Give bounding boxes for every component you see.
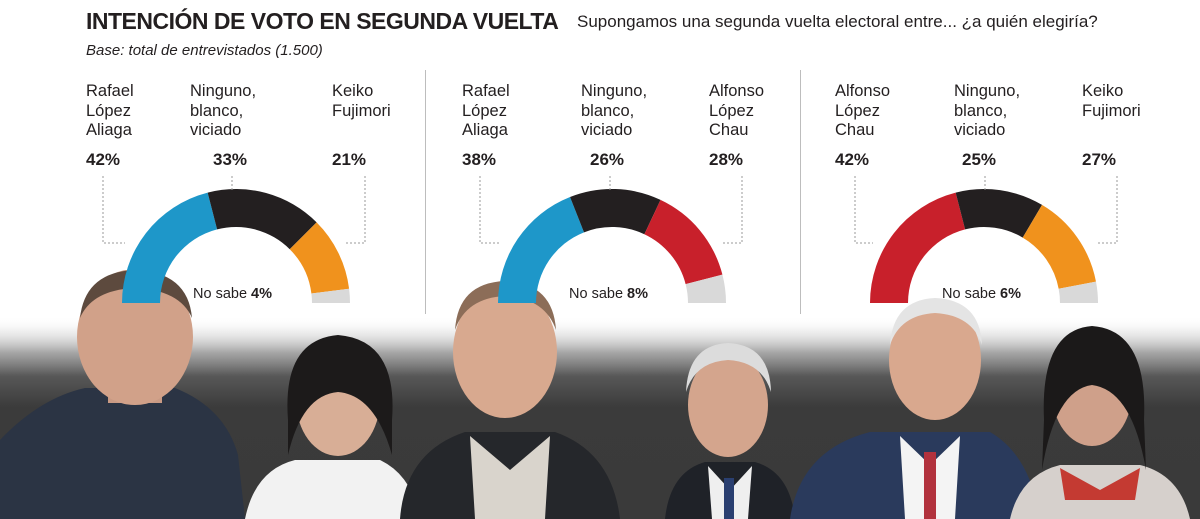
- panel1-label-2: Ninguno, blanco, viciado: [190, 82, 257, 139]
- panel2-gauge-segment-4: [685, 274, 726, 303]
- panel1-gauge-segment-1: [122, 192, 218, 303]
- panel3-gauge-segment-2: [955, 188, 1043, 238]
- panel2-value-2: 26%: [590, 150, 625, 169]
- panel1-label-3: Keiko Fujimori: [332, 82, 391, 120]
- panel1-gauge-segment-3: [289, 222, 350, 294]
- panel2-gauge-segment-3: [644, 199, 723, 285]
- candidate-photo: [245, 335, 420, 519]
- panel3-value-1: 42%: [835, 150, 870, 169]
- panel3-no-sabe-label: No sabe 6%: [942, 286, 1022, 302]
- candidate-photo: [790, 298, 1040, 519]
- panel-divider: [800, 70, 801, 314]
- panel1-value-3: 21%: [332, 150, 367, 169]
- panel1-gauge-segment-2: [207, 188, 317, 250]
- panel1-no-sabe-label: No sabe 4%: [193, 286, 273, 302]
- candidate-photos: [0, 270, 1190, 519]
- panel3-leader-line-3: [1097, 176, 1118, 244]
- panel2-leader-line-1: [479, 176, 500, 244]
- panel3-gauge-segment-1: [870, 192, 966, 303]
- panel3-label-3: Keiko Fujimori: [1082, 82, 1141, 120]
- panel2-value-3: 28%: [709, 150, 744, 169]
- sample-base-note: Base: total de entrevistados (1.500): [86, 42, 323, 59]
- panel-divider: [425, 70, 426, 314]
- panel1-value-1: 42%: [86, 150, 121, 169]
- panel2-no-sabe-label: No sabe 8%: [569, 286, 649, 302]
- panel2-label-1: Rafael López Aliaga: [462, 82, 510, 139]
- survey-question: Supongamos una segunda vuelta electoral …: [577, 12, 1098, 31]
- panel3-value-4: 6%: [1000, 286, 1022, 302]
- panel1-value-4: 4%: [251, 286, 273, 302]
- panel2-value-1: 38%: [462, 150, 497, 169]
- panel3-label-2: Ninguno, blanco, viciado: [954, 82, 1021, 139]
- candidate-photo: [665, 343, 795, 519]
- panel3-value-2: 25%: [962, 150, 997, 169]
- panel2-leader-line-3: [722, 176, 743, 244]
- panel1-gauge-segment-4: [311, 288, 350, 303]
- panel3-gauge-segment-4: [1058, 281, 1098, 303]
- panel1-label-1: Rafael López Aliaga: [86, 82, 134, 139]
- panel3-leader-line-1: [854, 176, 873, 244]
- panel3-gauge-segment-3: [1022, 204, 1096, 289]
- panel2-label-3: Alfonso López Chau: [709, 82, 765, 139]
- panel2-gauge-segment-1: [498, 197, 585, 303]
- chart-title: INTENCIÓN DE VOTO EN SEGUNDA VUELTA: [86, 8, 559, 34]
- panel3-label-1: Alfonso López Chau: [835, 82, 891, 139]
- panel3-value-3: 27%: [1082, 150, 1117, 169]
- candidate-photo: [1010, 326, 1190, 519]
- panel1-value-2: 33%: [213, 150, 248, 169]
- candidate-photo: [0, 270, 245, 519]
- panel1-leader-line-1: [102, 176, 125, 244]
- panel2-value-4: 8%: [627, 286, 649, 302]
- panel1-leader-line-3: [345, 176, 366, 244]
- panel2-label-2: Ninguno, blanco, viciado: [581, 82, 648, 139]
- panel2-gauge-segment-2: [570, 189, 661, 235]
